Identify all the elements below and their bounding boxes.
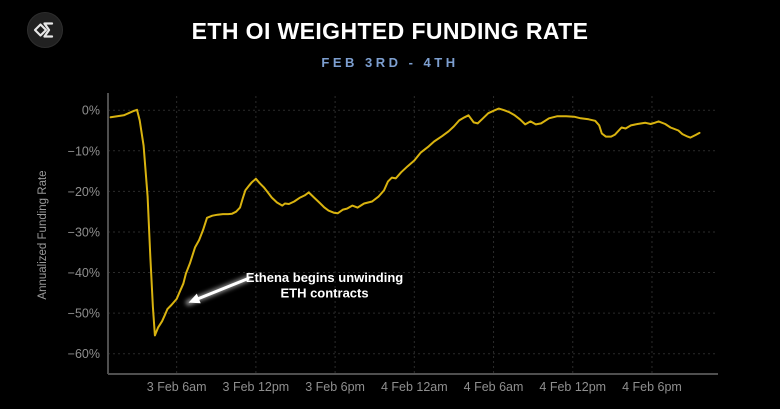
y-tick-label: −50% [68, 307, 100, 321]
y-tick-label: −30% [68, 225, 100, 239]
annotation-text-line: ETH contracts [280, 285, 368, 300]
annotation-text-line: Ethena begins unwinding [246, 270, 404, 285]
y-tick-label: −20% [68, 185, 100, 199]
x-tick-label: 4 Feb 12am [381, 380, 448, 394]
sigma-diamond-logo-icon [27, 12, 63, 48]
x-tick-label: 4 Feb 12pm [539, 380, 606, 394]
x-tick-label: 4 Feb 6pm [622, 380, 682, 394]
x-tick-label: 4 Feb 6am [464, 380, 524, 394]
y-tick-label: −10% [68, 144, 100, 158]
page-subtitle: FEB 3RD - 4TH [321, 55, 459, 70]
sigma-diamond-logo-svg [27, 12, 63, 48]
y-tick-label: 0% [82, 104, 100, 118]
x-tick-label: 3 Feb 6am [147, 380, 207, 394]
x-tick-label: 3 Feb 12pm [223, 380, 290, 394]
y-axis-title: Annualized Funding Rate [37, 170, 49, 299]
y-tick-label: −40% [68, 266, 100, 280]
annotation-arrow-head [188, 293, 201, 304]
funding-rate-line [109, 107, 701, 337]
annotation-arrow-shaft [191, 277, 250, 303]
page-title: ETH OI WEIGHTED FUNDING RATE [191, 18, 589, 44]
y-tick-label: −60% [68, 347, 100, 361]
x-tick-label: 3 Feb 6pm [305, 380, 365, 394]
